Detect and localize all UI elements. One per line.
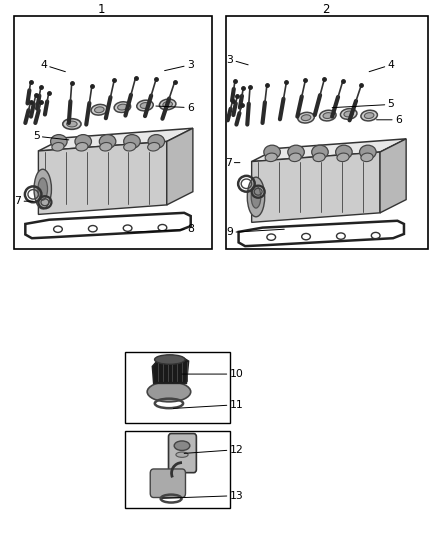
Ellipse shape xyxy=(251,186,261,208)
Text: 3: 3 xyxy=(165,60,194,71)
Ellipse shape xyxy=(174,441,190,450)
Ellipse shape xyxy=(63,119,81,130)
Polygon shape xyxy=(252,152,380,222)
Ellipse shape xyxy=(95,107,104,112)
Ellipse shape xyxy=(67,121,77,127)
Ellipse shape xyxy=(91,104,108,115)
Ellipse shape xyxy=(75,135,92,148)
Ellipse shape xyxy=(364,112,374,118)
Text: 7: 7 xyxy=(225,158,240,167)
Text: 10: 10 xyxy=(182,369,244,379)
Ellipse shape xyxy=(140,102,150,108)
Ellipse shape xyxy=(52,142,64,151)
Ellipse shape xyxy=(100,142,112,151)
Ellipse shape xyxy=(159,99,176,110)
Ellipse shape xyxy=(124,142,136,151)
Text: 9: 9 xyxy=(226,228,284,237)
Text: 4: 4 xyxy=(40,60,65,71)
Bar xyxy=(125,352,230,423)
Text: 7: 7 xyxy=(14,196,33,206)
Text: 4: 4 xyxy=(369,60,394,71)
Ellipse shape xyxy=(312,145,328,159)
Ellipse shape xyxy=(289,153,301,161)
Ellipse shape xyxy=(155,355,185,364)
Ellipse shape xyxy=(313,153,325,161)
Ellipse shape xyxy=(147,382,191,402)
Polygon shape xyxy=(252,139,406,161)
Ellipse shape xyxy=(124,135,140,148)
Polygon shape xyxy=(167,128,193,205)
Ellipse shape xyxy=(148,135,165,148)
Text: 6: 6 xyxy=(156,103,194,112)
Text: 5: 5 xyxy=(332,100,394,109)
Ellipse shape xyxy=(163,101,173,108)
Ellipse shape xyxy=(320,110,336,121)
Ellipse shape xyxy=(344,111,353,117)
Ellipse shape xyxy=(337,153,349,161)
Ellipse shape xyxy=(298,112,314,123)
Ellipse shape xyxy=(148,142,160,151)
Ellipse shape xyxy=(340,109,357,119)
Ellipse shape xyxy=(323,112,332,118)
Text: 2: 2 xyxy=(322,3,329,16)
Text: 3: 3 xyxy=(226,54,248,65)
Ellipse shape xyxy=(118,104,127,110)
Text: 6: 6 xyxy=(377,115,402,125)
Ellipse shape xyxy=(76,142,88,151)
Ellipse shape xyxy=(361,110,378,121)
Ellipse shape xyxy=(336,145,352,159)
Text: 1: 1 xyxy=(98,3,105,16)
Ellipse shape xyxy=(360,145,376,159)
Polygon shape xyxy=(380,139,406,213)
FancyBboxPatch shape xyxy=(169,433,196,473)
Ellipse shape xyxy=(265,153,277,161)
Ellipse shape xyxy=(50,135,67,148)
Ellipse shape xyxy=(264,145,280,159)
Text: 5: 5 xyxy=(33,131,69,141)
Polygon shape xyxy=(152,359,188,383)
Polygon shape xyxy=(39,141,167,214)
Ellipse shape xyxy=(247,177,265,217)
Text: 13: 13 xyxy=(162,491,243,500)
Text: 11: 11 xyxy=(173,400,243,410)
FancyBboxPatch shape xyxy=(150,469,185,497)
Ellipse shape xyxy=(114,102,131,112)
Bar xyxy=(125,431,230,508)
Ellipse shape xyxy=(34,169,51,209)
Ellipse shape xyxy=(38,178,47,200)
Text: 8: 8 xyxy=(127,224,194,234)
Polygon shape xyxy=(39,128,193,151)
Ellipse shape xyxy=(288,145,304,159)
Text: 12: 12 xyxy=(184,445,243,455)
Bar xyxy=(14,16,212,249)
Bar xyxy=(226,16,428,249)
Ellipse shape xyxy=(176,452,188,457)
Ellipse shape xyxy=(137,100,153,111)
Ellipse shape xyxy=(99,135,116,148)
Ellipse shape xyxy=(301,115,311,120)
Ellipse shape xyxy=(361,153,373,161)
